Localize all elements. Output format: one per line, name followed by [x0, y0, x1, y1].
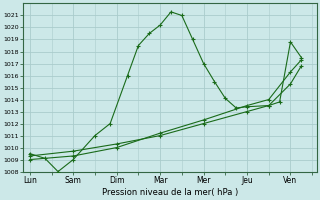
X-axis label: Pression niveau de la mer( hPa ): Pression niveau de la mer( hPa )	[102, 188, 238, 197]
